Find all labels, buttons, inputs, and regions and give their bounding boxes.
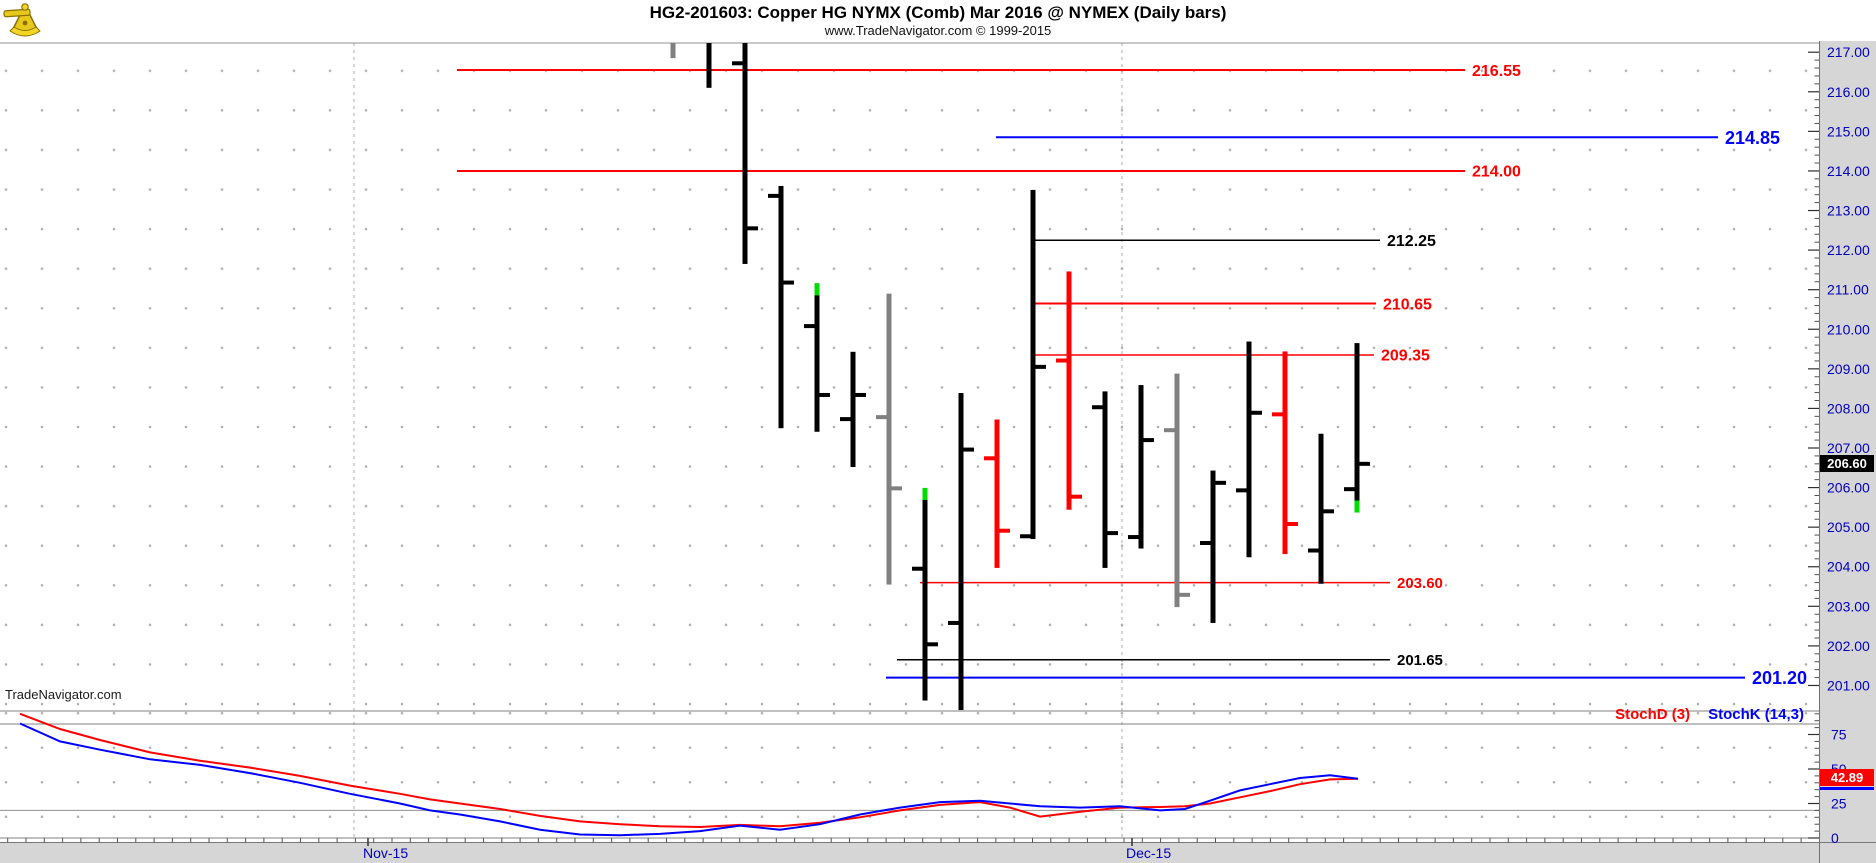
time-axis-strip[interactable] bbox=[0, 843, 1876, 863]
x-label-nov: Nov-15 bbox=[363, 845, 409, 861]
stochk-axis-marker bbox=[1820, 787, 1874, 790]
stochastic-panel[interactable] bbox=[0, 711, 1819, 838]
x-label-dec: Dec-15 bbox=[1126, 845, 1172, 861]
legend-stochd[interactable]: StochD (3) bbox=[1615, 706, 1691, 723]
indicator-legend: StochD (3) StochK (14,3) bbox=[1615, 706, 1804, 723]
watermark: TradeNavigator.com bbox=[5, 687, 122, 702]
chart-title: HG2-201603: Copper HG NYMX (Comb) Mar 20… bbox=[649, 3, 1227, 22]
stoch-value-badge: 42.89 bbox=[1820, 769, 1874, 786]
legend-stochk[interactable]: StochK (14,3) bbox=[1708, 706, 1804, 723]
price-axis-gutter[interactable] bbox=[1820, 41, 1876, 863]
tradenavigator-logo bbox=[3, 3, 41, 37]
last-price-badge: 206.60 bbox=[1820, 455, 1874, 472]
chart-subtitle: www.TradeNavigator.com © 1999-2015 bbox=[824, 23, 1052, 38]
main-price-panel[interactable] bbox=[0, 43, 1819, 711]
